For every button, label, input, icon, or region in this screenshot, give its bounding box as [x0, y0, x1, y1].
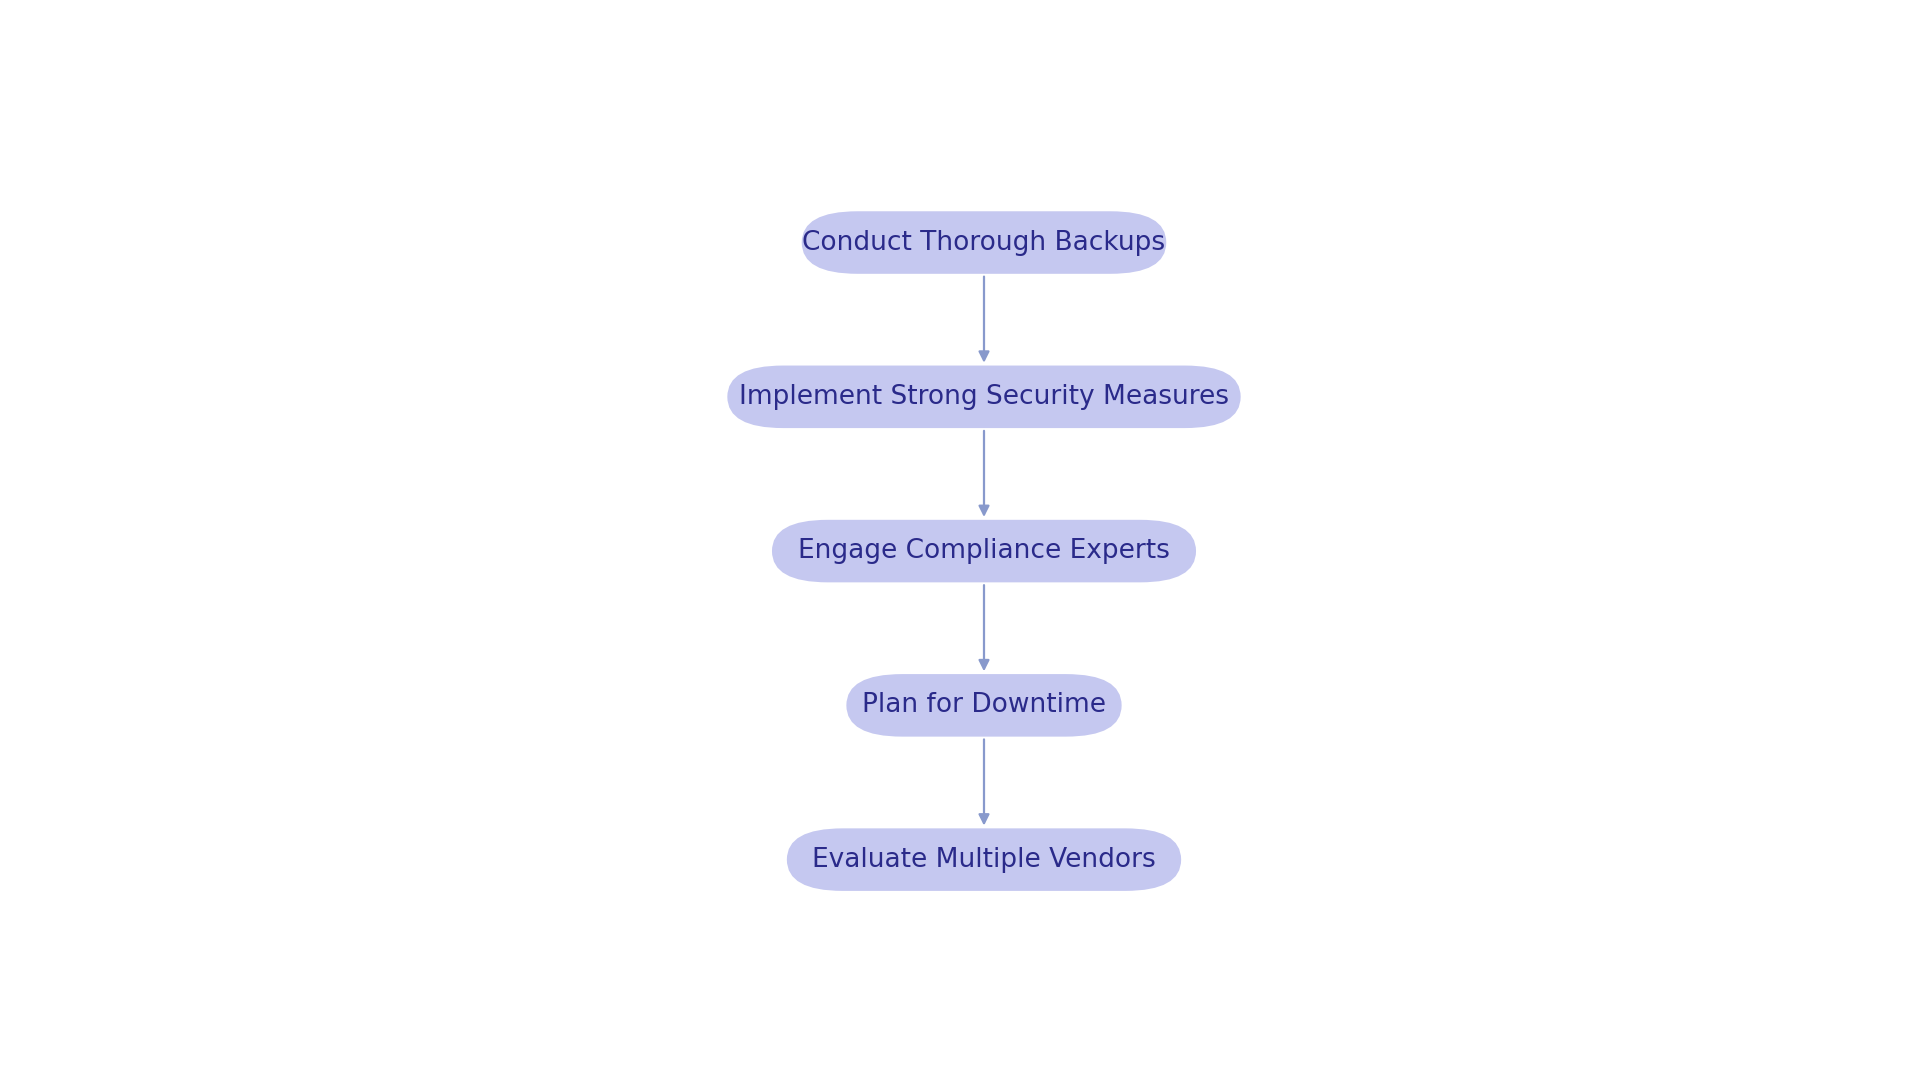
Text: Evaluate Multiple Vendors: Evaluate Multiple Vendors: [812, 847, 1156, 873]
Text: Plan for Downtime: Plan for Downtime: [862, 692, 1106, 718]
FancyBboxPatch shape: [803, 211, 1165, 274]
Text: Conduct Thorough Backups: Conduct Thorough Backups: [803, 230, 1165, 256]
FancyBboxPatch shape: [787, 828, 1181, 891]
Text: Implement Strong Security Measures: Implement Strong Security Measures: [739, 383, 1229, 409]
FancyBboxPatch shape: [847, 674, 1121, 736]
Text: Engage Compliance Experts: Engage Compliance Experts: [799, 538, 1169, 564]
FancyBboxPatch shape: [728, 366, 1240, 428]
FancyBboxPatch shape: [772, 520, 1196, 583]
